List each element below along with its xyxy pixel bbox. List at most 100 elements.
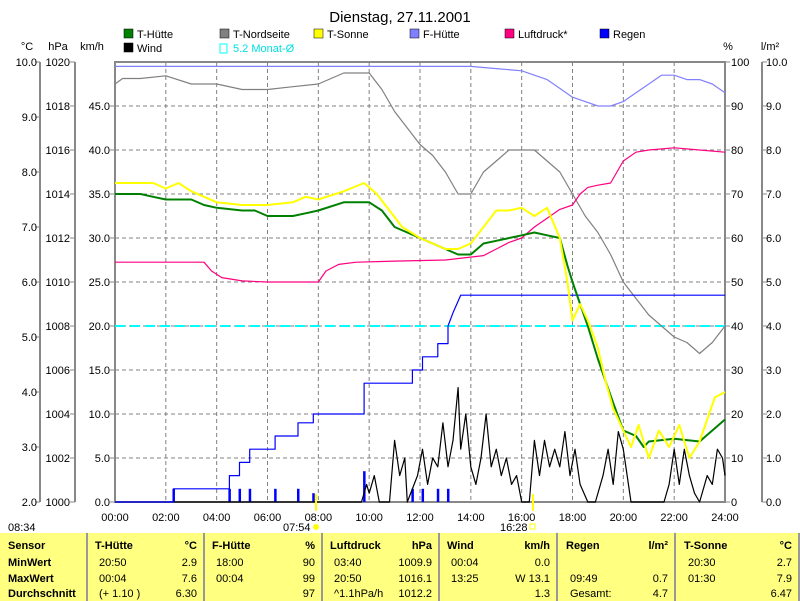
rain-bar — [238, 488, 242, 502]
header-unit-fhuette: % — [305, 540, 315, 552]
rain-bar — [228, 488, 231, 502]
axis-tick-label-c: 8.0 — [22, 167, 37, 179]
cell-value — [612, 555, 668, 572]
header-unit-tsonne: °C — [779, 540, 792, 552]
cell-value: 4.7 — [652, 588, 668, 600]
axis-tick-label-pct: 50 — [731, 277, 743, 289]
legend-label: Regen — [613, 29, 645, 41]
axis-tick-label-hpa: 1020 — [46, 57, 70, 69]
axis-tick-label-lm2: 7.0 — [766, 189, 781, 201]
header-unit-luft: hPa — [411, 540, 432, 552]
axis-tick-label-lm2: 6.0 — [766, 233, 781, 245]
table-column — [676, 533, 800, 601]
axis-tick-label-hpa: 1004 — [46, 409, 70, 421]
header-unit-wind: km/h — [524, 540, 550, 552]
axis-tick-label-c: 7.0 — [22, 222, 37, 234]
cell-value: 0.7 — [652, 572, 668, 585]
rain-bar — [248, 488, 252, 502]
header-sensor: Sensor — [8, 540, 46, 552]
rain-bar — [274, 488, 277, 502]
rain-bar — [446, 488, 450, 502]
cell-time: 00:04 — [216, 572, 244, 585]
legend-label: Luftdruck* — [518, 29, 568, 41]
axis-tick-label-hpa: 1002 — [46, 453, 70, 465]
cell-value: 1.3 — [534, 588, 550, 600]
axis-tick-label-hpa: 1008 — [46, 321, 70, 333]
axis-unit-kmh: km/h — [80, 41, 104, 53]
axis-tick-label-kmh: 45.0 — [89, 101, 110, 113]
axis-tick-label-kmh: 15.0 — [89, 365, 110, 377]
cell-time: 13:25 — [451, 572, 479, 585]
cell-value: 2.7 — [776, 557, 792, 569]
legend-label: F-Hütte — [423, 29, 460, 41]
series-line-regen — [115, 294, 725, 503]
x-tick-label: 16:00 — [508, 512, 536, 524]
legend-swatch-4 — [504, 28, 515, 39]
axis-unit-pct: % — [723, 41, 733, 53]
legend-swatch-0 — [123, 28, 134, 39]
axis-tick-label-kmh: 40.0 — [89, 145, 110, 157]
x-tick-label: 02:00 — [152, 512, 180, 524]
axis-tick-label-lm2: 8.0 — [766, 145, 781, 157]
cell-value: 7.6 — [181, 572, 197, 585]
x-tick-label: 08:00 — [305, 512, 333, 524]
axis-tick-label-kmh: 25.0 — [89, 277, 110, 289]
legend-swatch-2 — [313, 28, 324, 39]
rain-bar — [312, 493, 315, 502]
axis-tick-label-hpa: 1010 — [46, 277, 70, 289]
x-tick-label: 22:00 — [660, 512, 688, 524]
chart-title: Dienstag, 27.11.2001 — [329, 9, 471, 26]
cell-time: Gesamt: — [570, 588, 612, 600]
table-column — [205, 533, 323, 601]
rain-bar — [411, 488, 414, 502]
cell-value: 99 — [302, 572, 315, 585]
x-tick-label: 18:00 — [559, 512, 587, 524]
axis-tick-label-kmh: 20.0 — [89, 321, 110, 333]
axis-tick-label-lm2: 4.0 — [766, 321, 781, 333]
table-column — [0, 533, 88, 601]
header-regen: Regen — [566, 540, 600, 552]
axis-tick-label-pct: 40 — [731, 321, 743, 333]
rain-bar — [297, 488, 300, 502]
axis-tick-label-lm2: 2.0 — [766, 409, 781, 421]
cell-value: 1016.1 — [398, 572, 432, 585]
axis-unit-hpa: hPa — [48, 41, 68, 53]
cell-value: 6.30 — [175, 588, 197, 600]
row-label: MaxWert — [8, 572, 54, 585]
x-tick-label: 24:00 — [711, 512, 739, 524]
cell-time: 01:30 — [688, 572, 716, 585]
axis-tick-label-pct: 70 — [731, 189, 743, 201]
legend-label: T-Nordseite — [233, 29, 290, 41]
axis-tick-label-c: 5.0 — [22, 332, 37, 344]
cell-time: 00:04 — [451, 557, 479, 569]
axis-tick-label-lm2: 1.0 — [766, 453, 781, 465]
header-wind: Wind — [447, 540, 474, 552]
axis-tick-label-pct: 0 — [731, 497, 737, 509]
axis-tick-label-hpa: 1012 — [46, 233, 70, 245]
axis-tick-label-kmh: 5.0 — [95, 453, 110, 465]
table-column — [558, 533, 676, 601]
axis-tick-label-lm2: 5.0 — [766, 277, 781, 289]
axis-tick-label-c: 2.0 — [22, 497, 37, 509]
x-tick-label: 14:00 — [457, 512, 485, 524]
table-column — [323, 533, 440, 601]
axis-tick-label-c: 4.0 — [22, 387, 37, 399]
cell-value: 2.9 — [181, 557, 197, 569]
axis-tick-label-kmh: 10.0 — [89, 409, 110, 421]
axis-tick-label-c: 10.0 — [16, 57, 37, 69]
series-line-fhtte — [115, 65, 726, 107]
cell-time: 20:50 — [334, 572, 362, 585]
sun-icon — [313, 524, 319, 530]
legend-label: T-Sonne — [327, 29, 369, 41]
axis-tick-label-kmh: 0.0 — [95, 497, 110, 509]
legend-swatch-6 — [123, 42, 134, 53]
header-unit-thuette: °C — [184, 540, 197, 552]
axis-tick-label-c: 6.0 — [22, 277, 37, 289]
rain-bar — [421, 488, 425, 502]
weather-chart: Dienstag, 27.11.2001 T-Hütte T-Nordseite T-… — [8, 9, 787, 533]
axis-tick-label-pct: 10 — [731, 453, 743, 465]
moon-icon — [529, 523, 536, 530]
axis-tick-label-hpa: 1000 — [46, 497, 70, 509]
cell-value: 6.47 — [770, 588, 792, 600]
